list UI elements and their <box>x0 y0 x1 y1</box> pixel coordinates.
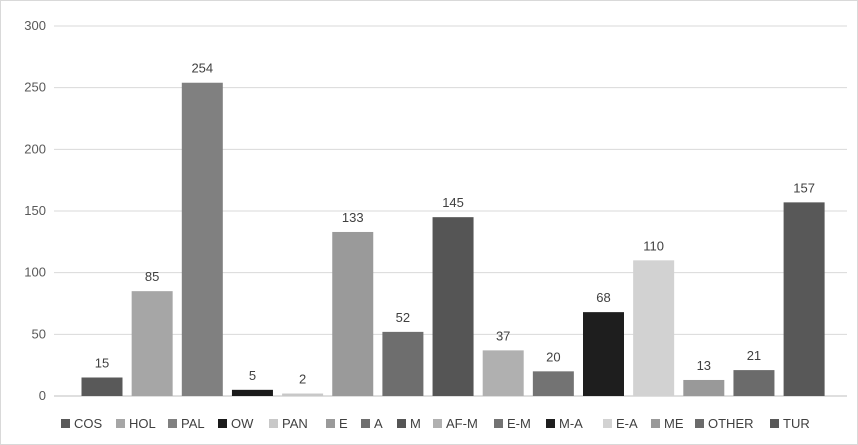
bar-cos <box>81 377 123 396</box>
bars <box>81 82 825 396</box>
legend-swatch-me <box>651 419 660 428</box>
y-tick-label: 200 <box>24 141 46 156</box>
bar-ow <box>231 389 273 396</box>
data-label-tur: 157 <box>793 180 815 195</box>
data-label-e-a: 110 <box>643 238 664 253</box>
legend-swatch-a <box>361 419 370 428</box>
legend-label-pan: PAN <box>282 416 308 431</box>
y-tick-label: 50 <box>32 326 46 341</box>
legend-swatch-m-a <box>546 419 555 428</box>
bar-tur <box>783 202 825 396</box>
data-label-m: 145 <box>442 195 464 210</box>
legend-swatch-af-m <box>433 419 442 428</box>
data-label-a: 52 <box>396 310 410 325</box>
y-tick-label: 100 <box>24 265 46 280</box>
legend-swatch-tur <box>770 419 779 428</box>
legend-label-a: A <box>374 416 383 431</box>
legend-label-tur: TUR <box>783 416 810 431</box>
legend-label-e-m: E-M <box>507 416 531 431</box>
legend-label-other: OTHER <box>708 416 754 431</box>
legend: COS HOL PAL OW PAN E A M AF-M E-M M-A E-A ME OTHER TUR <box>61 416 810 431</box>
bar-other <box>733 370 775 396</box>
data-label-e-m: 20 <box>546 349 560 364</box>
legend-swatch-other <box>695 419 704 428</box>
bar-pal <box>181 82 223 396</box>
y-tick-label: 0 <box>39 388 46 403</box>
data-label-pal: 254 <box>191 61 213 76</box>
bar-e-a <box>633 260 675 396</box>
y-tick-label: 150 <box>24 203 46 218</box>
y-tick-label: 300 <box>24 18 46 33</box>
legend-label-pal: PAL <box>181 416 205 431</box>
bar-me <box>683 379 725 396</box>
data-label-cos: 15 <box>95 356 109 371</box>
legend-label-af-m: AF-M <box>446 416 478 431</box>
legend-swatch-hol <box>116 419 125 428</box>
data-label-ow: 5 <box>249 368 256 383</box>
legend-swatch-ow <box>218 419 227 428</box>
bar-af-m <box>482 350 524 396</box>
data-label-pan: 2 <box>299 372 306 387</box>
bar-m-a <box>583 312 624 396</box>
bar-m <box>432 217 474 396</box>
bar-pan <box>282 393 324 396</box>
legend-swatch-cos <box>61 419 70 428</box>
legend-swatch-e-m <box>494 419 503 428</box>
data-label-af-m: 37 <box>496 328 510 343</box>
bar-e <box>332 231 374 396</box>
legend-label-me: ME <box>664 416 684 431</box>
legend-label-m-a: M-A <box>559 416 583 431</box>
legend-label-m: M <box>410 416 421 431</box>
legend-swatch-pan <box>269 419 278 428</box>
bar-a <box>382 331 424 396</box>
bar-e-m <box>532 371 574 396</box>
y-axis-ticks: 0 50 100 150 200 250 300 <box>24 18 46 403</box>
legend-swatch-e <box>326 419 335 428</box>
bar-hol <box>131 291 173 396</box>
legend-label-cos: COS <box>74 416 103 431</box>
data-label-m-a: 68 <box>596 290 610 305</box>
legend-swatch-e-a <box>603 419 612 428</box>
y-tick-label: 250 <box>24 80 46 95</box>
data-label-hol: 85 <box>145 269 159 284</box>
legend-label-hol: HOL <box>129 416 156 431</box>
legend-label-e-a: E-A <box>616 416 638 431</box>
data-label-me: 13 <box>697 358 711 373</box>
legend-swatch-m <box>397 419 406 428</box>
legend-swatch-pal <box>168 419 177 428</box>
legend-label-e: E <box>339 416 348 431</box>
data-label-other: 21 <box>747 348 761 363</box>
legend-label-ow: OW <box>231 416 254 431</box>
data-label-e: 133 <box>342 210 364 225</box>
